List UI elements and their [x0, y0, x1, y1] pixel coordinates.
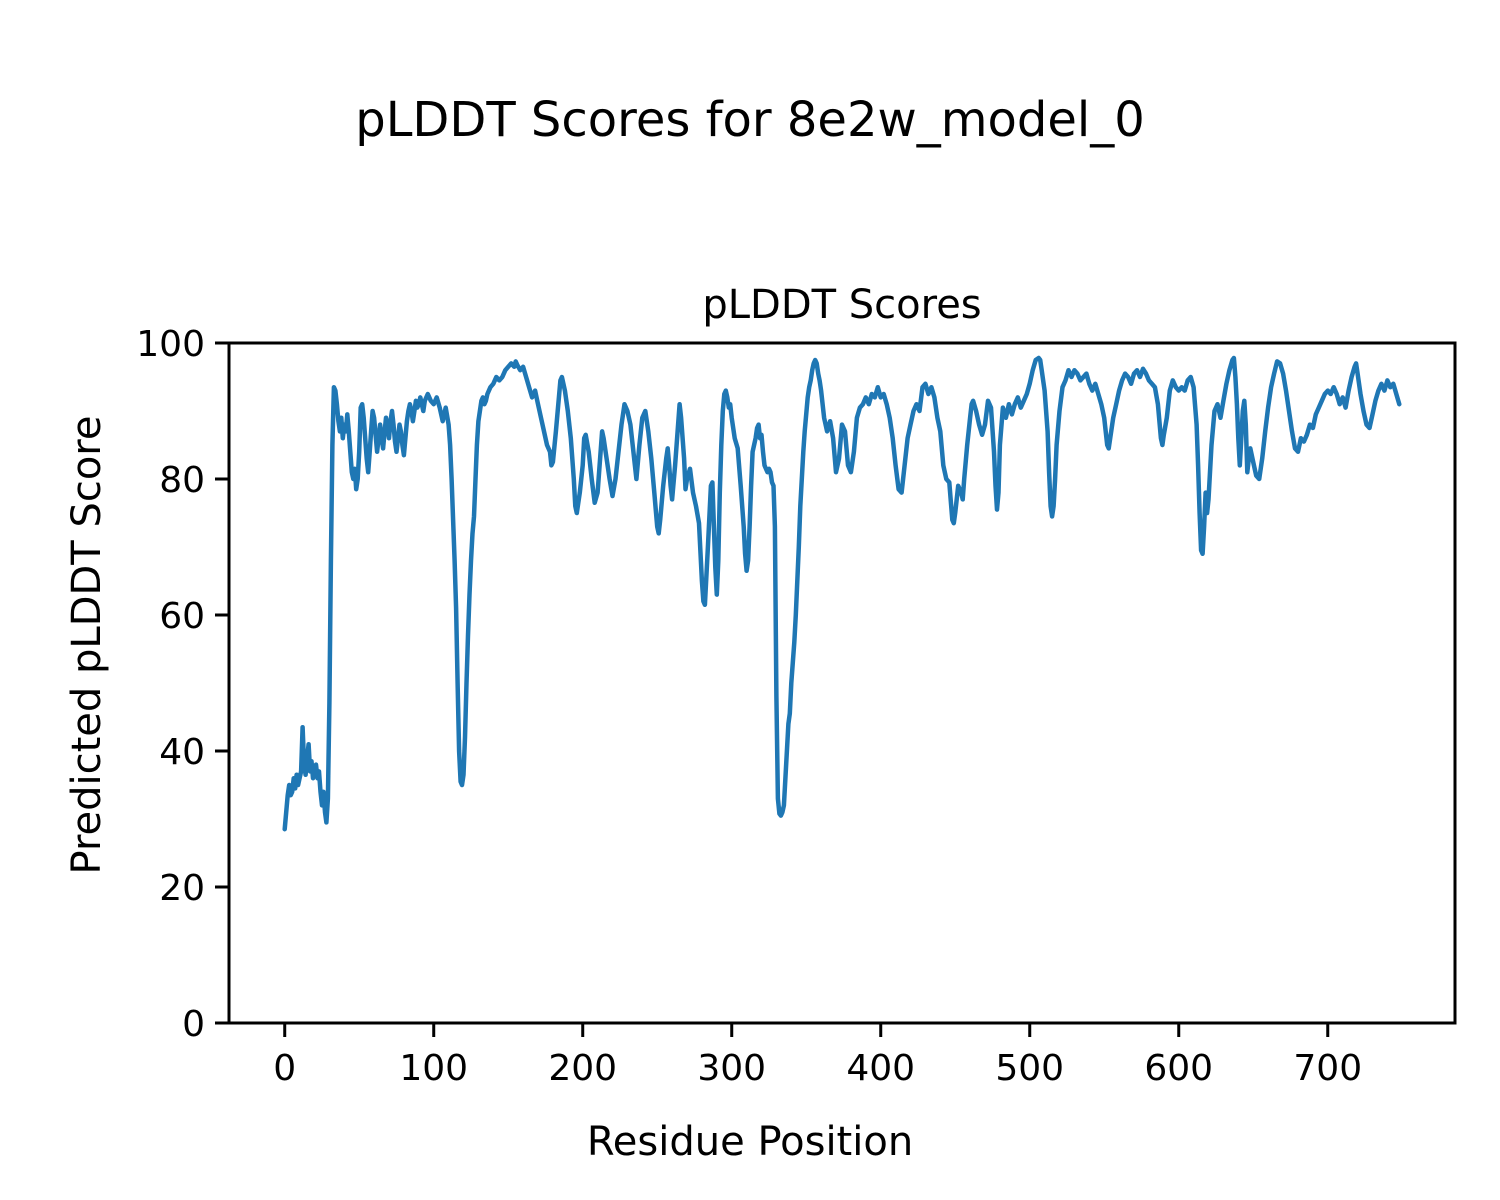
axes-spines [227, 341, 1457, 1025]
x-tick-label: 100 [399, 1048, 468, 1089]
y-tick-label: 100 [136, 324, 205, 365]
y-tick-label: 0 [182, 1004, 205, 1045]
x-axis-tick-labels: 0 100 200 300 400 500 600 700 [273, 1048, 1362, 1089]
x-tick-label: 300 [697, 1048, 766, 1089]
x-tick-label: 0 [273, 1048, 296, 1089]
y-axis-label: Predicted pLDDT Score [64, 416, 110, 875]
y-tick-label: 60 [159, 596, 205, 637]
y-tick-label: 80 [159, 460, 205, 501]
y-axis-tick-labels: 0 20 40 60 80 100 [136, 324, 205, 1045]
x-axis-ticks [283, 1023, 1330, 1037]
x-tick-label: 500 [995, 1048, 1064, 1089]
x-tick-label: 700 [1293, 1048, 1362, 1089]
y-tick-label: 40 [159, 732, 205, 773]
x-tick-label: 400 [846, 1048, 915, 1089]
y-axis-ticks [215, 341, 229, 1025]
plddt-line-series [282, 355, 1402, 832]
x-tick-label: 200 [548, 1048, 617, 1089]
figure-title: pLDDT Scores for 8e2w_model_0 [355, 92, 1145, 148]
y-tick-label: 20 [159, 868, 205, 909]
axes-title: pLDDT Scores [702, 282, 981, 328]
x-axis-label: Residue Position [587, 1119, 913, 1165]
x-tick-label: 600 [1144, 1048, 1213, 1089]
